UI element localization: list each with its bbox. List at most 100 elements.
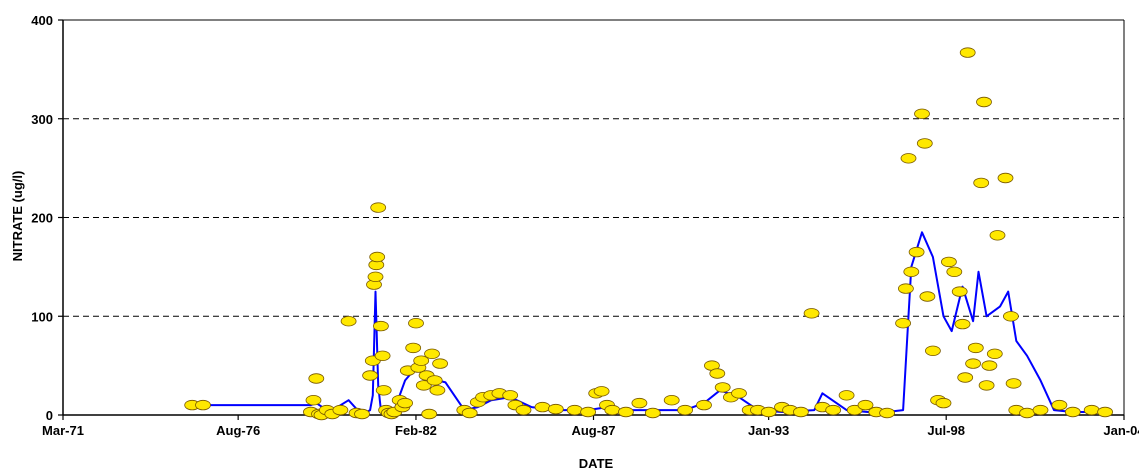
gridlines: [63, 118, 1124, 317]
data-point: [908, 246, 925, 258]
data-point: [413, 355, 430, 366]
data-point: [709, 368, 726, 379]
data-point: [903, 266, 920, 278]
data-point: [461, 407, 478, 419]
data-point: [1097, 406, 1113, 418]
data-point: [967, 342, 984, 354]
x-tick-label: Jan-04: [1103, 423, 1139, 438]
data-point: [989, 230, 1006, 241]
data-point: [973, 177, 990, 189]
data-point: [372, 320, 389, 332]
data-point: [997, 172, 1014, 184]
x-tick-label: Jul-98: [927, 423, 965, 438]
x-tick-label: Aug-87: [571, 423, 615, 438]
data-point: [375, 385, 392, 396]
data-point: [919, 291, 936, 302]
data-point: [566, 404, 583, 416]
data-point: [959, 47, 976, 58]
y-axis-title: NITRATE (ug/l): [10, 171, 25, 262]
data-point: [857, 399, 874, 411]
nitrate-trend-line: [192, 231, 1106, 416]
data-point: [618, 406, 634, 418]
data-point: [714, 382, 731, 393]
data-point: [1051, 399, 1068, 411]
data-point: [340, 316, 357, 327]
x-tick-label: Aug-76: [216, 423, 260, 438]
x-tick-label: Feb-82: [395, 423, 437, 438]
x-tick-label: Mar-71: [42, 423, 84, 438]
data-point: [935, 397, 952, 409]
data-point: [1003, 311, 1019, 322]
data-point: [429, 385, 446, 396]
data-point: [426, 375, 443, 386]
data-point: [941, 256, 957, 268]
data-point: [631, 397, 648, 409]
data-point: [593, 386, 610, 397]
data-point: [793, 406, 809, 418]
y-tick-label: 0: [46, 408, 53, 423]
data-point: [415, 380, 432, 391]
data-point: [408, 318, 424, 329]
data-point: [1083, 404, 1100, 416]
data-point: [803, 308, 820, 319]
data-point: [308, 373, 325, 384]
tick-labels: 0 100 200 300 400 Mar-71 Aug-76 Feb-82 Aug-87 Jan…: [31, 13, 1139, 438]
data-point: [1032, 404, 1049, 416]
data-point: [916, 138, 933, 149]
data-point: [978, 380, 995, 391]
data-point: [354, 408, 370, 420]
y-tick-label: 400: [31, 13, 53, 28]
x-tick-label: Jan-93: [748, 423, 789, 438]
data-point: [951, 286, 968, 297]
data-point: [895, 318, 911, 329]
data-point: [1064, 406, 1081, 418]
data-point: [976, 96, 992, 108]
data-point: [663, 395, 680, 406]
line-series: [192, 231, 1106, 416]
data-point: [367, 271, 384, 283]
data-point: [370, 202, 387, 213]
data-point: [914, 108, 930, 120]
data-point: [946, 266, 963, 278]
data-point: [760, 406, 777, 418]
data-point: [424, 348, 440, 360]
data-point: [604, 404, 621, 416]
data-point: [405, 342, 422, 354]
data-point: [305, 395, 322, 406]
y-tick-label: 100: [31, 309, 53, 324]
data-point: [397, 397, 414, 409]
y-tick-label: 200: [31, 211, 53, 226]
data-point: [825, 404, 842, 416]
data-point: [677, 404, 693, 416]
y-tick-label: 300: [31, 112, 53, 127]
data-point: [954, 318, 971, 330]
data-point: [332, 404, 349, 416]
data-point: [965, 358, 981, 369]
data-point: [515, 404, 532, 416]
data-point: [986, 348, 1003, 360]
data-point: [900, 153, 917, 164]
data-point: [1005, 378, 1022, 389]
data-point: [898, 283, 914, 294]
data-point: [846, 404, 863, 416]
data-point: [1019, 407, 1035, 419]
data-point: [534, 401, 551, 413]
data-point: [925, 345, 941, 357]
data-point: [362, 370, 379, 381]
data-point: [696, 399, 712, 411]
data-point: [580, 406, 596, 418]
data-point: [432, 358, 449, 369]
x-axis-title: DATE: [579, 456, 614, 471]
data-point: [374, 350, 391, 362]
data-point: [369, 251, 386, 263]
data-point: [838, 390, 855, 401]
data-point: [731, 388, 747, 399]
data-point: [502, 390, 519, 401]
data-point: [195, 399, 211, 411]
data-point: [981, 360, 998, 371]
axes: [58, 19, 1125, 420]
data-point: [879, 407, 895, 419]
data-point: [421, 408, 438, 420]
data-point: [957, 372, 974, 383]
